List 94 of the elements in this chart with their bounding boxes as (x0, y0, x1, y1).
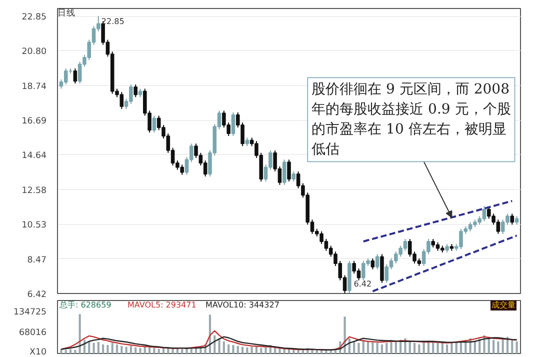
bar (358, 342, 360, 354)
bar (78, 314, 81, 354)
y-tick-label: 18.74 (22, 82, 47, 92)
bar (497, 341, 500, 354)
bar (250, 346, 253, 354)
bar (116, 344, 118, 354)
bar (390, 341, 392, 354)
annotation: 总手: 628659 (58, 300, 112, 310)
bar (64, 350, 67, 354)
y-tick-label: 22.85 (22, 12, 46, 23)
y-tick-label: X10 (30, 348, 47, 357)
bar (460, 342, 462, 354)
bar (120, 346, 123, 354)
line-series (372, 234, 518, 292)
bar (172, 348, 174, 354)
bar (232, 345, 234, 354)
candlestick (64, 68, 68, 85)
bar (436, 342, 439, 354)
bar (450, 342, 453, 354)
line-series (362, 200, 514, 242)
bar (264, 347, 267, 354)
bar (158, 348, 160, 354)
text: MAVOL5: 293471 (128, 300, 196, 310)
bar (446, 344, 448, 354)
bar (376, 342, 378, 354)
bar (492, 340, 495, 354)
bar (316, 350, 318, 354)
y-tick-label: 8.47 (27, 255, 47, 266)
bar (380, 344, 384, 354)
annotation: 22.85 (101, 17, 124, 26)
text: MAVOL10: 344327 (206, 300, 280, 310)
candlestick (152, 115, 156, 134)
bar (408, 341, 411, 354)
bar (418, 344, 420, 354)
annotation: 6.42 (354, 280, 372, 288)
bar (292, 350, 295, 354)
candlestick (375, 254, 380, 270)
bar (134, 347, 137, 354)
candlestick (282, 159, 286, 186)
bar (144, 346, 146, 354)
bar (102, 344, 104, 354)
bar (88, 341, 90, 354)
line-series (60, 336, 518, 350)
bar (260, 348, 262, 354)
y-tick-label: 16.69 (22, 116, 46, 127)
bar (516, 341, 518, 354)
candlestick (134, 84, 138, 98)
bar (222, 341, 225, 354)
bar (366, 342, 370, 354)
bar (325, 350, 328, 354)
candlestick (510, 213, 514, 226)
bar (386, 342, 388, 354)
bar (246, 347, 248, 354)
bar (176, 348, 178, 354)
bar (74, 350, 76, 354)
candlestick (380, 254, 384, 284)
bar (139, 348, 142, 354)
bar (394, 342, 397, 354)
y-tick-label: 12.58 (22, 186, 46, 196)
bar (228, 344, 230, 354)
bar (125, 346, 128, 354)
candlestick (231, 112, 236, 136)
annotation: 日线 (58, 8, 76, 18)
y-tick-label: 6.42 (27, 290, 47, 300)
candlestick (384, 264, 389, 284)
bar (511, 340, 514, 354)
bar (181, 348, 184, 354)
bar (413, 342, 416, 354)
candlestick (287, 159, 291, 182)
y-tick-label: 14.64 (22, 151, 47, 162)
bar (69, 349, 72, 354)
bar (353, 341, 356, 354)
candlestick (292, 170, 296, 182)
candlestick (73, 68, 78, 84)
bar (60, 348, 62, 354)
bar (92, 342, 95, 354)
bar (111, 342, 114, 354)
bar (153, 348, 156, 354)
bar (106, 345, 109, 354)
bar (236, 346, 239, 354)
y-tick-label: 134725 (13, 308, 47, 318)
bar (422, 342, 425, 354)
y-tick-label: 20.80 (22, 47, 46, 58)
bar (502, 338, 504, 354)
bar (130, 346, 132, 354)
annotation: 成交量 (492, 300, 516, 310)
bar (241, 346, 244, 354)
bar (218, 338, 220, 354)
y-tick-label: 68016 (18, 328, 47, 338)
bar (474, 341, 476, 354)
bar (97, 342, 100, 354)
candlestick (370, 258, 375, 270)
annotation: 股价徘徊在 9 元区间，而 2008年的每股收益接近 0.9 元，个股的市盈率在 10 倍左右，被明显低估 (312, 82, 511, 158)
y-tick-label: 10.53 (22, 220, 46, 231)
